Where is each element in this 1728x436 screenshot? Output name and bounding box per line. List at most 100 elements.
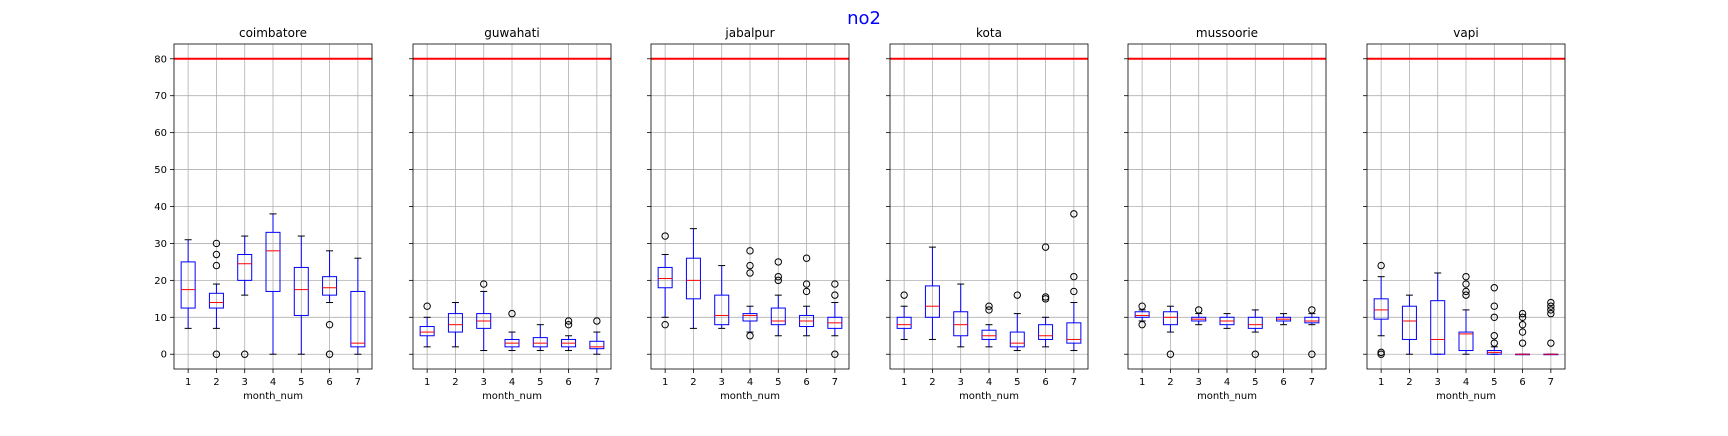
outlier-point — [746, 332, 754, 340]
box-kota-2 — [924, 246, 940, 340]
box-mussoorie-7 — [1304, 306, 1320, 358]
outlier-point — [1195, 306, 1203, 314]
box-guwahati-6 — [561, 317, 577, 352]
outlier-point — [1547, 309, 1555, 318]
xtick-label: 7 — [1309, 377, 1315, 388]
panel-guwahati: 1 2 3 4 5 6 7 guwahati month_num — [409, 26, 612, 402]
outlier-point — [1166, 350, 1175, 358]
box-kota-1 — [896, 291, 912, 340]
xtick-label: 7 — [1071, 377, 1077, 388]
panel-vapi: 1 2 3 4 5 6 7 vapi month_num — [1363, 26, 1566, 402]
box-mussoorie-5 — [1247, 309, 1263, 358]
ytick-label: 20 — [154, 276, 167, 287]
ytick-label: 60 — [154, 128, 167, 139]
xtick-label: 1 — [901, 377, 907, 388]
box-coimbatore-5 — [293, 235, 309, 355]
panels: 0 10 20 30 40 50 60 70 80 1 2 3 4 5 6 7 coimbatore month_… — [154, 26, 1566, 402]
outlier-point — [1518, 313, 1527, 321]
iqr-box — [924, 285, 940, 318]
outlier-point — [1070, 287, 1078, 296]
outlier-point — [1070, 272, 1078, 281]
box-coimbatore-7 — [350, 257, 366, 355]
xtick-label: 5 — [537, 377, 543, 388]
outlier-point — [1377, 348, 1385, 357]
iqr-box — [1009, 331, 1025, 348]
outlier-point — [661, 320, 669, 329]
outlier-point — [1518, 320, 1527, 329]
outlier-point — [1251, 350, 1259, 358]
outlier-point — [1462, 291, 1470, 299]
box-coimbatore-3 — [237, 235, 253, 358]
iqr-box — [419, 326, 435, 337]
axes-frame — [1127, 43, 1327, 370]
ytick-label: 0 — [161, 350, 167, 361]
xtick-label: 3 — [1435, 377, 1441, 388]
outlier-point — [831, 350, 839, 358]
box-guwahati-5 — [532, 324, 548, 352]
iqr-box — [237, 254, 253, 281]
outlier-point — [212, 250, 221, 259]
outlier-point — [1308, 306, 1316, 314]
panel-coimbatore: 0 10 20 30 40 50 60 70 80 1 2 3 4 5 6 7 coimbatore month_… — [154, 26, 373, 402]
iqr-box — [1373, 298, 1389, 320]
axes-frame — [173, 43, 373, 370]
outlier-point — [1308, 350, 1316, 358]
xtick-label: 1 — [662, 377, 668, 388]
box-guwahati-3 — [476, 280, 492, 352]
box-guwahati-4 — [504, 309, 520, 352]
xtick-label: 3 — [719, 377, 725, 388]
box-kota-7 — [1066, 210, 1082, 352]
box-jabalpur-4 — [742, 247, 758, 340]
box-mussoorie-1 — [1134, 302, 1150, 329]
iqr-box — [953, 311, 969, 337]
xtick-label: 7 — [832, 377, 838, 388]
box-kota-5 — [1009, 291, 1025, 352]
iqr-box — [685, 257, 701, 300]
outlier-point — [1547, 302, 1555, 310]
outlier-point — [1490, 284, 1498, 292]
xtick-label: 5 — [775, 377, 781, 388]
panel-title: kota — [976, 26, 1002, 40]
box-mussoorie-4 — [1219, 313, 1235, 329]
box-mussoorie-6 — [1276, 313, 1292, 326]
box-mussoorie-3 — [1191, 306, 1207, 326]
box-jabalpur-5 — [770, 258, 786, 337]
outlier-point — [746, 247, 754, 255]
outlier-point — [831, 280, 839, 288]
box-guwahati-1 — [419, 302, 435, 348]
outlier-point — [746, 261, 754, 270]
outlier-point — [325, 350, 334, 358]
outlier-point — [1547, 339, 1555, 347]
box-vapi-4 — [1458, 272, 1474, 355]
iqr-box — [1458, 331, 1474, 352]
box-vapi-5 — [1486, 284, 1502, 355]
axes-frame — [889, 43, 1089, 370]
box-jabalpur-2 — [685, 228, 701, 329]
outlier-point — [1138, 302, 1146, 310]
xtick-label: 6 — [1519, 377, 1525, 388]
iqr-box — [714, 294, 730, 326]
axes-frame — [650, 43, 850, 370]
xtick-label: 2 — [452, 377, 458, 388]
axes-frame — [1366, 43, 1566, 370]
xtick-label: 3 — [958, 377, 964, 388]
iqr-box — [742, 313, 758, 322]
iqr-box — [1134, 311, 1150, 318]
outlier-point — [1547, 306, 1555, 314]
box-coimbatore-1 — [180, 239, 196, 329]
outlier-point — [1490, 302, 1498, 310]
outlier-point — [212, 261, 221, 270]
box-jabalpur-7 — [827, 280, 843, 358]
outlier-point — [480, 280, 488, 288]
x-axis-label: month_num — [720, 391, 780, 402]
box-jabalpur-3 — [714, 265, 730, 329]
outlier-point — [423, 302, 431, 310]
xtick-label: 1 — [185, 377, 191, 388]
outlier-point — [593, 317, 601, 325]
iqr-box — [322, 276, 338, 296]
outlier-point — [1013, 291, 1021, 299]
xtick-label: 6 — [1280, 377, 1286, 388]
box-vapi-7 — [1543, 298, 1559, 356]
iqr-box — [208, 292, 224, 309]
xtick-label: 5 — [298, 377, 304, 388]
